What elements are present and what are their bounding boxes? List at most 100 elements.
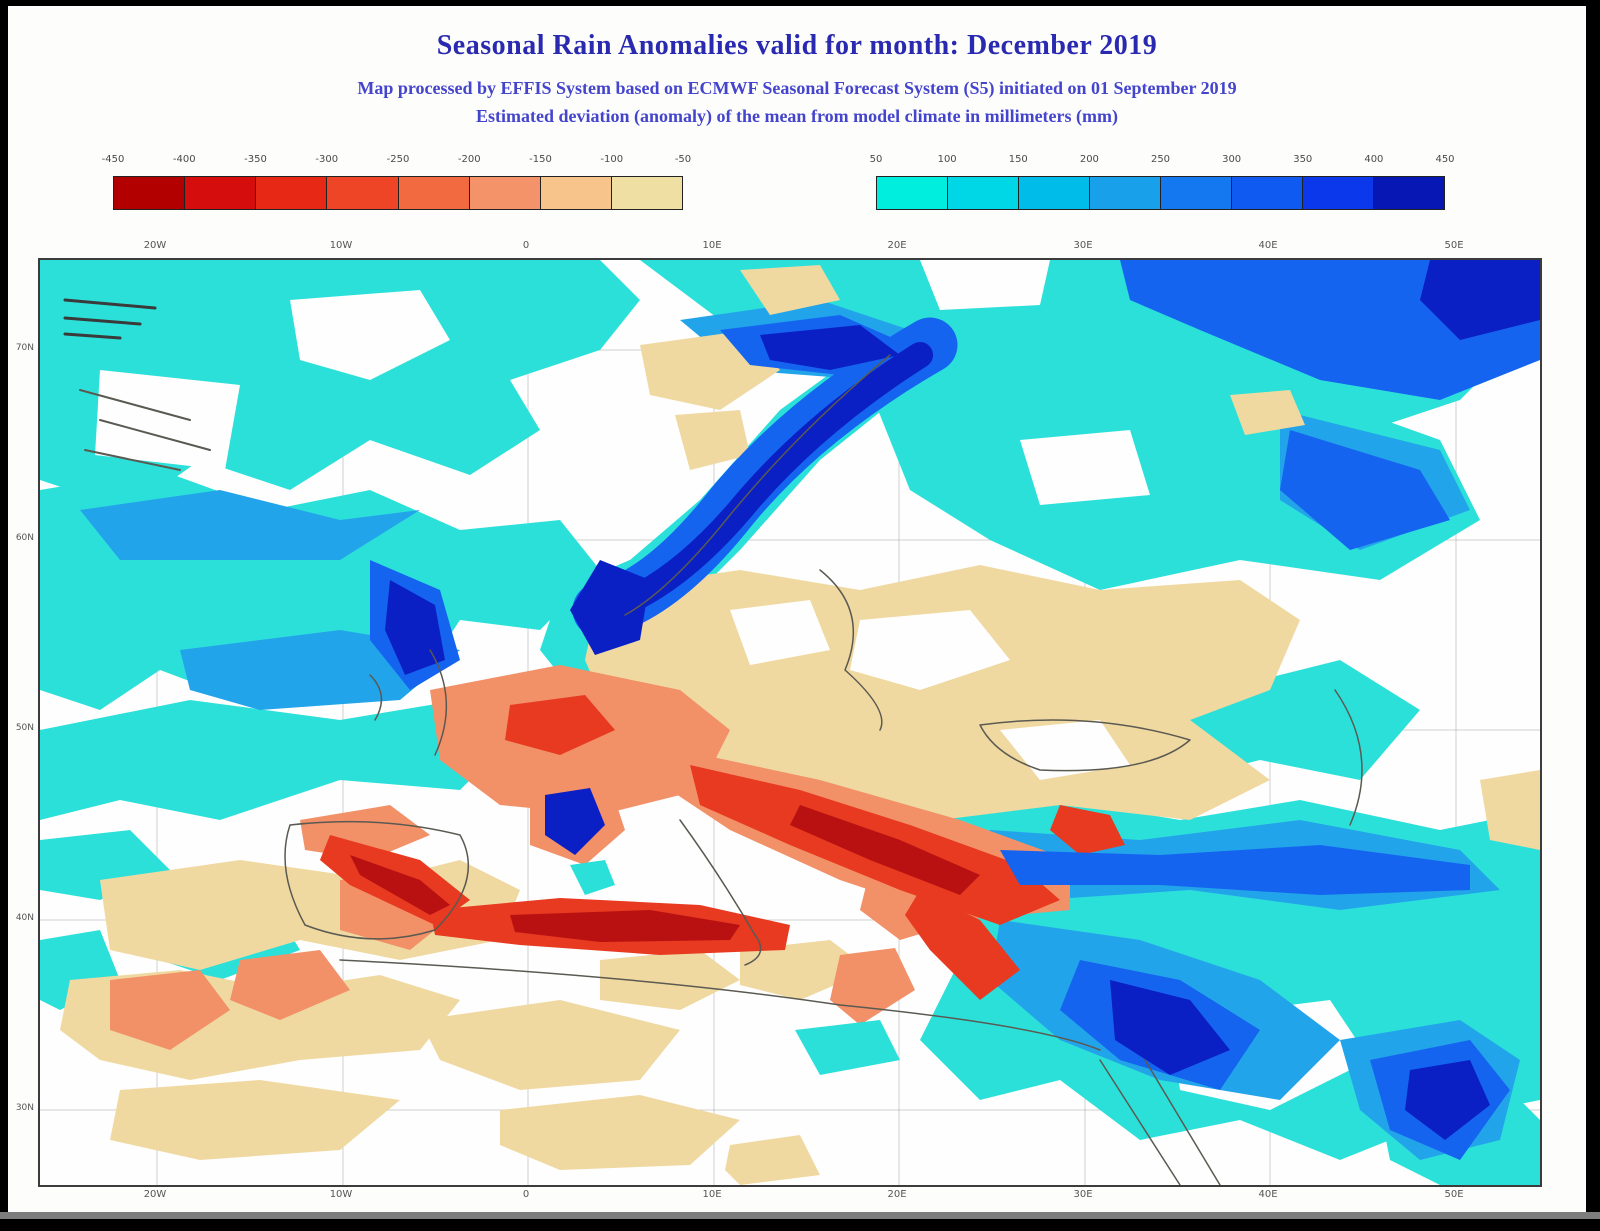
colorbar-tick-label: -400 bbox=[172, 154, 196, 165]
map-region-co bbox=[284, 820, 470, 940]
longitude-label: 30E bbox=[1073, 240, 1093, 251]
longitude-label: 50E bbox=[1444, 1189, 1464, 1200]
latitude-label: 30N bbox=[15, 1103, 34, 1113]
colorbar-segment bbox=[877, 177, 948, 209]
map-region-co bbox=[84, 449, 181, 471]
map-region-bl bbox=[1280, 430, 1450, 550]
longitude-label: 20E bbox=[887, 1189, 907, 1200]
colorbar-segment bbox=[948, 177, 1019, 209]
map-region-dr bbox=[790, 805, 980, 895]
longitude-label: 20W bbox=[143, 240, 167, 251]
map-region-tn bbox=[1480, 770, 1540, 850]
map-region-wh bbox=[850, 610, 1010, 690]
map-region-co bbox=[429, 649, 448, 756]
map-region-tn bbox=[500, 1095, 740, 1170]
colorbar-tick-label: 400 bbox=[1364, 154, 1384, 165]
colorbar-segment bbox=[114, 177, 186, 209]
colorbar-tick-label: -300 bbox=[315, 154, 339, 165]
colorbar-tick-label: 350 bbox=[1293, 154, 1313, 165]
longitude-axis-top: 20W 10W 0 10E 20E 30E 40E 50E bbox=[38, 240, 1538, 254]
colorbar-segments bbox=[113, 176, 683, 210]
colorbar-segment bbox=[611, 177, 682, 209]
rain-anomaly-map bbox=[40, 260, 1540, 1185]
page-title: Seasonal Rain Anomalies valid for month:… bbox=[436, 30, 1158, 61]
map-region-cy bbox=[570, 860, 615, 895]
map-region-nv bbox=[760, 325, 900, 370]
colorbar-tick-label: -200 bbox=[457, 154, 481, 165]
map-region-cy bbox=[40, 700, 510, 820]
map-region-wh bbox=[920, 260, 1050, 310]
map-region-co bbox=[339, 959, 1101, 1051]
map-region-sb bbox=[80, 490, 420, 560]
map-region-rd bbox=[905, 890, 1020, 1000]
map-region-wh bbox=[1000, 720, 1130, 780]
map-region-sm bbox=[63, 316, 142, 326]
colorbar-tick-label: -50 bbox=[674, 154, 692, 165]
map-region-tn bbox=[420, 1000, 680, 1090]
subtitle-line-2: Estimated deviation (anomaly) of the mea… bbox=[475, 106, 1119, 126]
colorbar-tick-label: 100 bbox=[937, 154, 957, 165]
map-region-sa bbox=[830, 948, 915, 1025]
map-region-tn bbox=[740, 265, 840, 315]
map-region-co bbox=[79, 389, 191, 421]
colorbar-segment bbox=[185, 177, 257, 209]
latitude-label: 40N bbox=[15, 913, 34, 923]
longitude-label: 40E bbox=[1258, 1189, 1278, 1200]
longitude-label: 20E bbox=[887, 240, 907, 251]
map-region-tn bbox=[740, 940, 870, 1000]
latitude-label: 50N bbox=[15, 723, 34, 733]
map-region-tn bbox=[110, 1080, 400, 1160]
map-region-cy bbox=[795, 1020, 900, 1075]
map-region-dr bbox=[510, 910, 740, 942]
map-region-nv bbox=[607, 342, 933, 618]
colorbar-tick-label: 250 bbox=[1150, 154, 1171, 165]
colorbar-tick-label: -100 bbox=[600, 154, 624, 165]
colorbar-segment bbox=[1161, 177, 1232, 209]
map-region-nv bbox=[1420, 260, 1540, 340]
colorbar-positive-anomaly: 50 100 150 200 250 300 350 400 450 bbox=[870, 154, 1455, 210]
colorbar-tick-label: 300 bbox=[1222, 154, 1242, 165]
colorbar-segment bbox=[469, 177, 541, 209]
page: Seasonal Rain Anomalies valid for month:… bbox=[8, 6, 1586, 1212]
longitude-label: 10E bbox=[702, 1189, 722, 1200]
colorbar-segment bbox=[256, 177, 328, 209]
map-region-co bbox=[1099, 1059, 1181, 1185]
map-region-nv bbox=[1405, 1060, 1490, 1140]
bottom-border-strip bbox=[0, 1212, 1600, 1219]
colorbar-tick-label: 150 bbox=[1008, 154, 1028, 165]
colorbar-segments bbox=[876, 176, 1445, 210]
map-region-wh bbox=[730, 600, 830, 665]
map-region-nv bbox=[545, 788, 605, 855]
colorbar-segment bbox=[1303, 177, 1374, 209]
longitude-label: 10W bbox=[329, 240, 353, 251]
map-region-co bbox=[99, 419, 211, 451]
map-region-rd bbox=[505, 695, 615, 755]
map-frame bbox=[38, 258, 1542, 1187]
longitude-label: 10E bbox=[702, 240, 722, 251]
map-region-tn bbox=[725, 1135, 820, 1185]
map-region-sa bbox=[110, 970, 230, 1050]
colorbar-segment bbox=[398, 177, 470, 209]
longitude-label: 0 bbox=[522, 240, 530, 251]
map-region-bl bbox=[1000, 845, 1470, 895]
map-region-dr bbox=[350, 855, 450, 915]
map-region-co bbox=[1334, 689, 1363, 826]
colorbar-segment bbox=[1232, 177, 1303, 209]
colorbar-tick-label: 50 bbox=[869, 154, 883, 165]
map-region-rd bbox=[1050, 805, 1125, 855]
map-region-sm bbox=[63, 332, 122, 340]
longitude-label: 0 bbox=[522, 1189, 530, 1200]
map-region-tn bbox=[1230, 390, 1305, 435]
colorbar-tick-label: -450 bbox=[101, 154, 125, 165]
colorbar-segment bbox=[327, 177, 399, 209]
map-region-co bbox=[1144, 1059, 1221, 1185]
colorbar-negative-anomaly: -450 -400 -350 -300 -250 -200 -150 -100 -50 bbox=[102, 154, 691, 210]
map-region-sm bbox=[63, 298, 157, 310]
map-region-co bbox=[979, 719, 1191, 772]
colorbar-segment bbox=[540, 177, 612, 209]
colorbar-segment bbox=[1090, 177, 1161, 209]
colorbar-tick-label: 450 bbox=[1435, 154, 1455, 165]
latitude-label: 60N bbox=[15, 533, 34, 543]
map-region-co bbox=[624, 354, 891, 616]
